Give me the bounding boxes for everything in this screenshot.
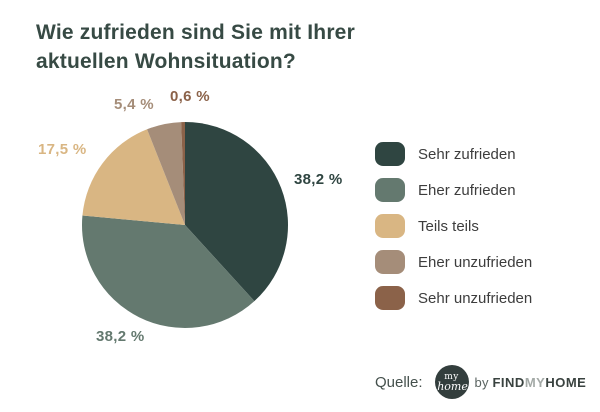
legend-swatch-eher-zufrieden [375, 178, 405, 202]
pie-chart [70, 110, 300, 340]
pie-chart-svg [81, 121, 289, 329]
myhome-logo-icon: my home [434, 365, 469, 399]
legend-label-sehr-unzufrieden: Sehr unzufrieden [418, 289, 533, 307]
chart-title: Wie zufrieden sind Sie mit Ihrer aktuell… [36, 18, 396, 76]
pie-slice-eher-zufrieden [81, 215, 255, 329]
legend: Sehr zufrieden Eher zufrieden Teils teil… [375, 142, 532, 322]
pie-label-eher-unzufrieden: 5,4 % [114, 96, 154, 113]
legend-item-sehr-zufrieden: Sehr zufrieden [375, 142, 532, 166]
chart-title-line1: Wie zufrieden sind Sie mit Ihrer [36, 21, 355, 44]
pie-slice-sehr-zufrieden [185, 122, 289, 302]
legend-item-sehr-unzufrieden: Sehr unzufrieden [375, 286, 532, 310]
logo-text-my: my [444, 371, 459, 382]
legend-swatch-teils-teils [375, 214, 405, 238]
legend-label-eher-unzufrieden: Eher unzufrieden [418, 253, 533, 271]
byline-by: by [474, 374, 489, 390]
pie-slice-teils-teils [82, 129, 185, 225]
legend-item-eher-unzufrieden: Eher unzufrieden [375, 250, 532, 274]
pie-label-sehr-unzufrieden: 0,6 % [170, 88, 210, 105]
pie-label-teils-teils: 17,5 % [38, 141, 87, 158]
logo-text-home: home [437, 379, 468, 393]
legend-item-teils-teils: Teils teils [375, 214, 532, 238]
brand-find: FIND [492, 374, 525, 390]
legend-label-eher-zufrieden: Eher zufrieden [418, 181, 516, 199]
legend-label-sehr-zufrieden: Sehr zufrieden [418, 145, 516, 163]
legend-item-eher-zufrieden: Eher zufrieden [375, 178, 532, 202]
chart-title-line2: aktuellen Wohnsituation? [36, 50, 296, 73]
pie-slice-eher-unzufrieden [147, 122, 185, 225]
source-label: Quelle: [375, 373, 423, 391]
brand-byline: by FINDMYHOME [475, 375, 587, 390]
pie-slice-sehr-unzufrieden [181, 121, 185, 225]
legend-swatch-eher-unzufrieden [375, 250, 405, 274]
brand-home: HOME [545, 374, 587, 390]
pie-label-eher-zufrieden: 38,2 % [96, 328, 145, 345]
pie-label-sehr-zufrieden: 38,2 % [294, 171, 343, 188]
legend-swatch-sehr-zufrieden [375, 142, 405, 166]
source-attribution: Quelle: my home by FINDMYHOME [375, 365, 586, 399]
brand-my: MY [524, 374, 546, 390]
legend-label-teils-teils: Teils teils [418, 217, 479, 235]
legend-swatch-sehr-unzufrieden [375, 286, 405, 310]
